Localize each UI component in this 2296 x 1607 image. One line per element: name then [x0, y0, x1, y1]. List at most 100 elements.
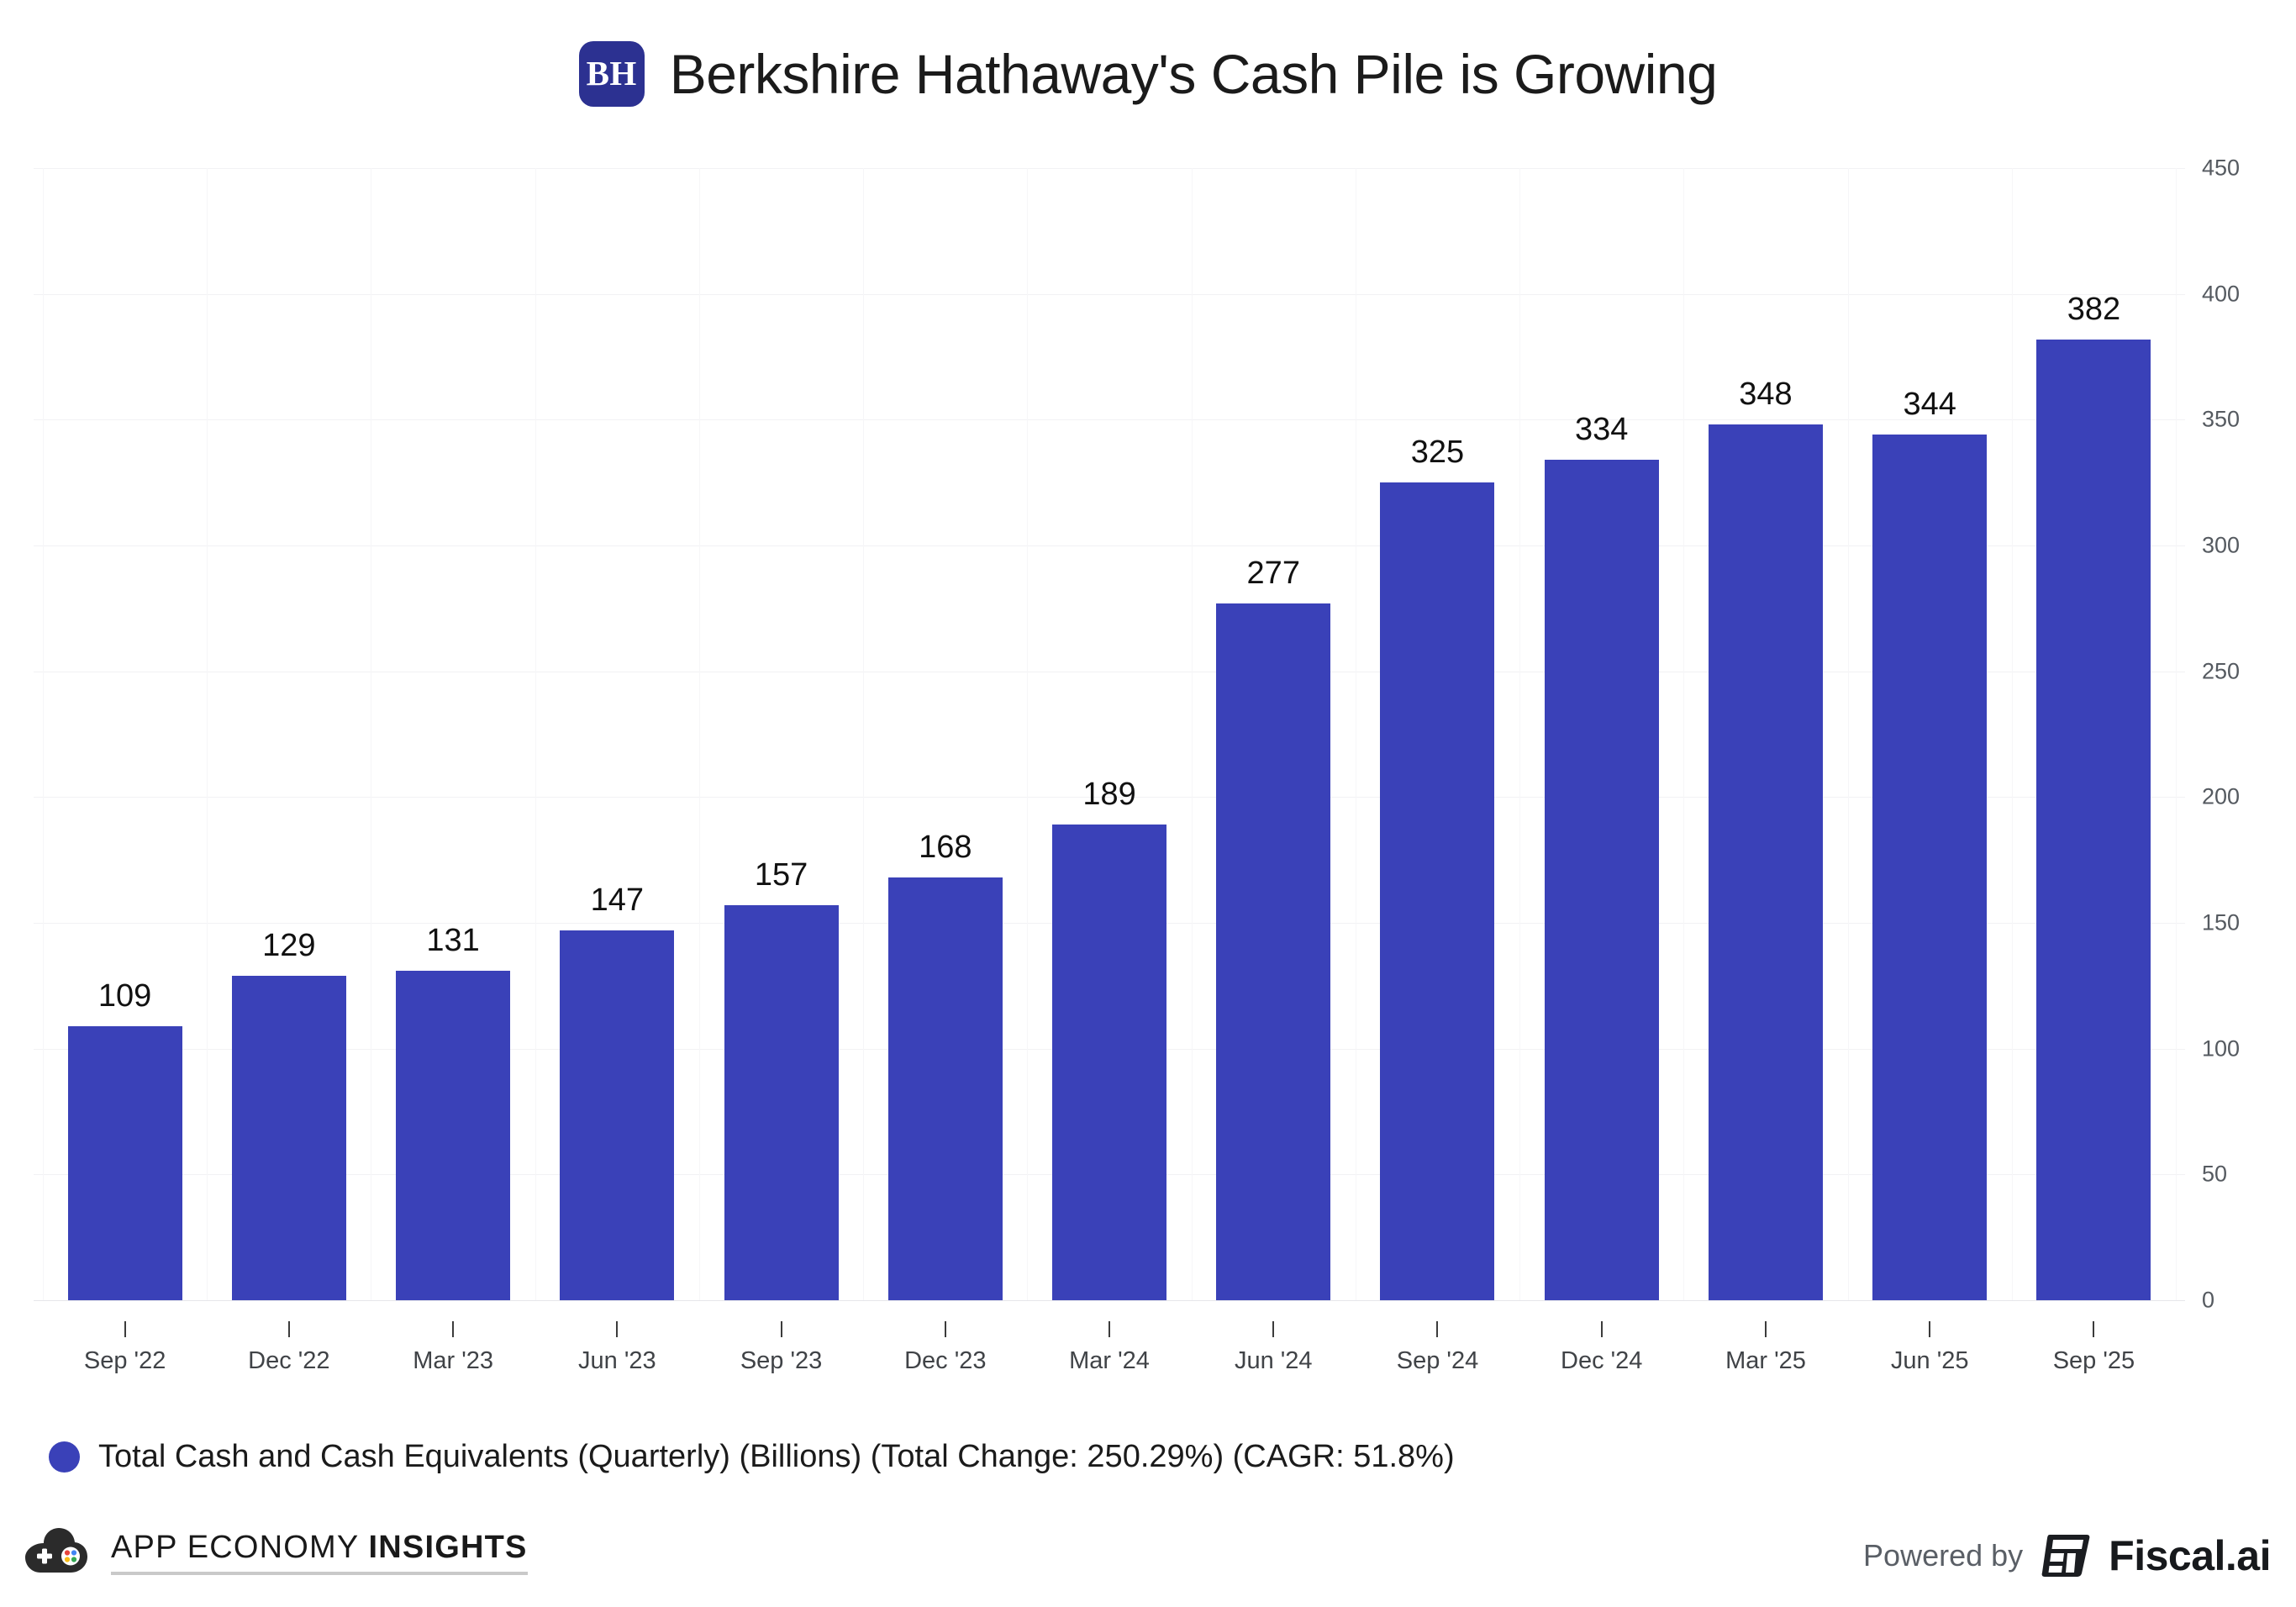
bar-item[interactable]: 325: [1356, 168, 1519, 1300]
bar-value-label: 129: [262, 927, 316, 963]
bar-rect[interactable]: [1708, 424, 1823, 1300]
x-axis-tick: Sep '24: [1356, 1321, 1519, 1397]
chart-plot-area: 109 129 131 147 157 168 189 277 325 334 348 344 382 …: [0, 147, 2296, 1324]
bar-value-label: 344: [1903, 387, 1956, 423]
bar-item[interactable]: 131: [371, 168, 535, 1300]
bar-value-label: 348: [1739, 377, 1793, 413]
x-axis-tick-label: Sep '25: [2052, 1347, 2135, 1374]
bar-item[interactable]: 344: [1848, 168, 2012, 1300]
x-axis-tick: Jun '24: [1192, 1321, 1356, 1397]
x-axis-tick: Mar '25: [1683, 1321, 1847, 1397]
x-axis-tick-mark: [780, 1321, 782, 1337]
y-axis-tick-label: 400: [2202, 281, 2241, 307]
chart-footer: APP ECONOMY INSIGHTS Powered by Fiscal.a…: [0, 1513, 2296, 1607]
x-axis-tick: Jun '25: [1848, 1321, 2012, 1397]
app-economy-insights-brand: APP ECONOMY INSIGHTS: [24, 1526, 528, 1578]
bar-rect[interactable]: [724, 905, 839, 1300]
legend-label: Total Cash and Cash Equivalents (Quarter…: [98, 1439, 1455, 1474]
bar-item[interactable]: 157: [699, 168, 863, 1300]
bar-item[interactable]: 168: [863, 168, 1027, 1300]
bar-rect[interactable]: [887, 877, 1003, 1300]
bar-value-label: 157: [754, 857, 808, 893]
brand-wordmark: APP ECONOMY INSIGHTS: [111, 1530, 528, 1566]
bar-value-label: 147: [590, 882, 645, 918]
plot-inner: 109 129 131 147 157 168 189 277 325 334 348 344 382: [34, 168, 2185, 1301]
bar-value-label: 334: [1575, 412, 1629, 448]
x-axis-tick-label: Dec '24: [1561, 1347, 1643, 1374]
bar-item[interactable]: 109: [43, 168, 207, 1300]
y-axis-tick-label: 250: [2202, 658, 2241, 684]
brand-underline: [111, 1572, 528, 1575]
y-axis-tick-label: 50: [2202, 1161, 2228, 1187]
bar-rect[interactable]: [231, 975, 346, 1300]
bar-rect[interactable]: [1872, 435, 1988, 1300]
bar-item[interactable]: 277: [1192, 168, 1356, 1300]
bar-rect[interactable]: [1216, 603, 1331, 1300]
bar-rect[interactable]: [2036, 339, 2151, 1300]
bar-rect[interactable]: [560, 930, 675, 1300]
x-axis-tick-mark: [1929, 1321, 1931, 1337]
x-axis-tick-label: Mar '24: [1069, 1347, 1150, 1374]
bar-rect[interactable]: [396, 970, 511, 1300]
x-axis-tick: Sep '22: [43, 1321, 207, 1397]
y-axis-tick-label: 300: [2202, 532, 2241, 558]
x-axis-tick-mark: [1272, 1321, 1275, 1337]
bar-series: 109 129 131 147 157 168 189 277 325 334 348 344 382: [34, 168, 2185, 1300]
x-axis-tick: Jun '23: [535, 1321, 699, 1397]
bar-rect[interactable]: [67, 1025, 182, 1300]
x-axis-tick: Dec '22: [207, 1321, 371, 1397]
y-axis-tick-label: 100: [2202, 1035, 2241, 1062]
brand-prefix: APP ECONOMY: [111, 1530, 369, 1565]
bar-value-label: 277: [1246, 555, 1300, 591]
y-axis-tick-label: 0: [2202, 1287, 2215, 1313]
x-axis-tick-label: Jun '25: [1890, 1347, 1969, 1374]
x-axis-tick: Sep '23: [699, 1321, 863, 1397]
x-axis-tick-mark: [1764, 1321, 1767, 1337]
fiscal-ai-wordmark: Fiscal.ai: [2109, 1532, 2271, 1579]
powered-by-label: Powered by: [1863, 1538, 2024, 1573]
x-axis-tick-mark: [124, 1321, 126, 1337]
x-axis-tick-mark: [1436, 1321, 1439, 1337]
chart-header: BH Berkshire Hathaway's Cash Pile is Gro…: [0, 0, 2296, 147]
legend-marker-icon: [49, 1441, 80, 1473]
fiscal-ai-logo-icon: [2041, 1535, 2090, 1577]
x-axis-tick: Sep '25: [2012, 1321, 2176, 1397]
x-axis-tick-label: Sep '23: [740, 1347, 823, 1374]
brand-suffix: INSIGHTS: [368, 1530, 528, 1565]
brand-text-block: APP ECONOMY INSIGHTS: [111, 1530, 528, 1575]
x-axis-tick-label: Mar '23: [413, 1347, 493, 1374]
bar-rect[interactable]: [1380, 482, 1495, 1300]
y-axis-tick-label: 200: [2202, 783, 2241, 809]
page-title: Berkshire Hathaway's Cash Pile is Growin…: [669, 42, 1718, 105]
gridline-y: [34, 1300, 2185, 1301]
bar-value-label: 168: [919, 830, 972, 866]
x-axis-tick-mark: [287, 1321, 290, 1337]
logo-initials: BH: [586, 54, 637, 92]
x-axis-tick-mark: [1109, 1321, 1111, 1337]
x-axis-tick-mark: [452, 1321, 455, 1337]
x-axis-tick-mark: [1600, 1321, 1603, 1337]
x-axis-tick-label: Sep '24: [1396, 1347, 1479, 1374]
bar-item[interactable]: 147: [535, 168, 699, 1300]
x-axis-tick-label: Dec '23: [904, 1347, 987, 1374]
x-axis-tick: Mar '23: [371, 1321, 535, 1397]
x-axis-tick-label: Mar '25: [1725, 1347, 1806, 1374]
x-axis-tick: Dec '24: [1519, 1321, 1683, 1397]
y-axis-tick-label: 350: [2202, 406, 2241, 432]
chart-legend[interactable]: Total Cash and Cash Equivalents (Quarter…: [49, 1439, 1455, 1475]
bar-value-label: 189: [1082, 777, 1136, 813]
bar-value-label: 325: [1410, 435, 1465, 471]
bar-item[interactable]: 334: [1519, 168, 1683, 1300]
bar-value-label: 109: [97, 977, 152, 1014]
x-axis-tick-mark: [2093, 1321, 2095, 1337]
x-axis-tick: Dec '23: [863, 1321, 1027, 1397]
bar-rect[interactable]: [1544, 460, 1659, 1300]
bar-item[interactable]: 382: [2012, 168, 2176, 1300]
bar-value-label: 131: [426, 922, 480, 958]
bar-item[interactable]: 129: [207, 168, 371, 1300]
bar-rect[interactable]: [1052, 825, 1167, 1300]
x-axis-tick-label: Jun '24: [1234, 1347, 1313, 1374]
x-axis-tick-mark: [944, 1321, 946, 1337]
bar-item[interactable]: 348: [1683, 168, 1847, 1300]
bar-item[interactable]: 189: [1027, 168, 1191, 1300]
